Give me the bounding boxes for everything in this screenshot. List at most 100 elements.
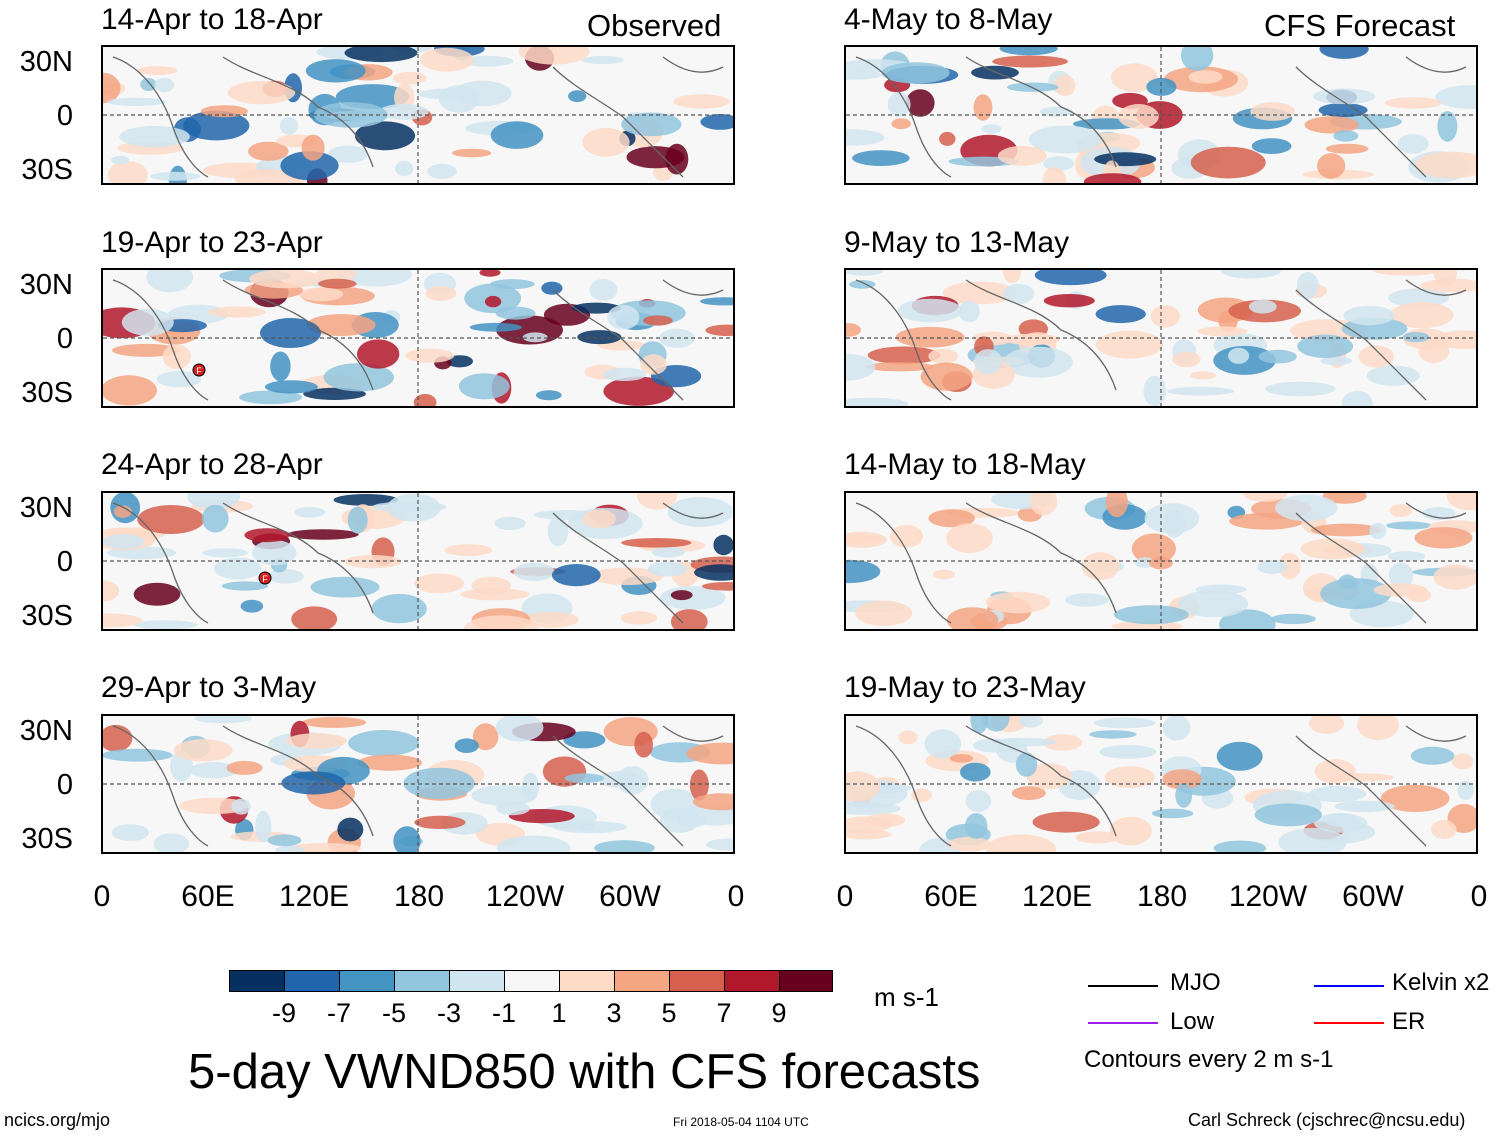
colorbar-tick-label: 1	[551, 998, 567, 1028]
anomaly-blob	[1446, 493, 1476, 511]
anomaly-blob	[194, 716, 252, 724]
anomaly-blob	[846, 397, 909, 406]
anomaly-blob	[496, 835, 571, 852]
anomaly-blob	[564, 773, 604, 783]
anomaly-blob	[458, 373, 510, 400]
anomaly-blob	[673, 94, 730, 109]
anomaly-blob	[301, 134, 325, 161]
anomaly-blob	[1162, 716, 1191, 741]
anomaly-blob	[1251, 138, 1292, 154]
anomaly-blob	[1003, 270, 1022, 284]
anomaly-blob	[846, 535, 883, 544]
anomaly-blob	[306, 314, 376, 336]
anomaly-blob	[692, 793, 733, 811]
anomaly-blob	[1390, 302, 1454, 329]
coastline	[855, 502, 952, 624]
anomaly-blob	[928, 509, 975, 528]
forecast-map-panel-4	[844, 714, 1478, 854]
lon-label-60w: 60W	[599, 880, 661, 913]
anomaly-blob	[535, 390, 562, 401]
anomaly-blob	[965, 813, 988, 839]
anomaly-blob	[974, 349, 1003, 375]
colorbar-cell	[614, 970, 670, 992]
anomaly-blob	[881, 62, 950, 84]
anomaly-blob	[1144, 503, 1200, 534]
anomaly-blob	[347, 506, 368, 534]
anomaly-blob	[1311, 523, 1382, 537]
anomaly-blob	[1297, 334, 1354, 358]
anomaly-blob	[590, 567, 664, 585]
anomaly-blob	[316, 270, 357, 283]
observed-map-panel-1	[101, 45, 735, 185]
observed-anomaly-field-4	[103, 716, 733, 852]
anomaly-blob	[1083, 173, 1142, 183]
lat-label-30n: 30N	[19, 46, 73, 78]
anomaly-blob	[1143, 375, 1167, 406]
anomaly-blob	[1414, 151, 1476, 179]
anomaly-blob	[865, 362, 935, 372]
anomaly-blob	[971, 65, 1019, 80]
colorbar-cell	[229, 970, 285, 992]
legend-low-line	[1088, 1022, 1158, 1024]
anomaly-blob	[103, 375, 157, 406]
anomaly-blob	[992, 55, 1068, 68]
colorbar-tick-label: 3	[606, 998, 622, 1028]
coastline	[112, 279, 209, 401]
coastline	[662, 725, 724, 742]
anomaly-blob	[846, 323, 861, 337]
lon-label-0-end: 0	[727, 880, 745, 913]
anomaly-blob	[518, 47, 590, 65]
lat-label-30s: 30S	[21, 823, 73, 855]
anomaly-blob	[973, 94, 993, 121]
legend-kelvin-label: Kelvin x2	[1392, 969, 1490, 996]
anomaly-blob	[121, 308, 174, 336]
lon-label-120e: 120E	[1021, 880, 1093, 913]
observed-map-panel-4	[101, 714, 735, 854]
anomaly-blob	[1111, 63, 1158, 92]
anomaly-blob	[1151, 808, 1194, 819]
anomaly-blob	[249, 270, 322, 289]
anomaly-blob	[1435, 85, 1476, 109]
legend-er-label: ER	[1392, 1008, 1426, 1035]
colorbar-units: m s-1	[874, 982, 939, 1012]
anomaly-blob	[333, 494, 399, 506]
anomaly-blob	[846, 353, 876, 381]
anomaly-blob	[1177, 590, 1249, 618]
anomaly-blob	[1433, 564, 1476, 590]
anomaly-blob	[103, 580, 120, 602]
anomaly-blob	[898, 298, 963, 323]
anomaly-blob	[1065, 593, 1109, 607]
anomaly-blob	[119, 125, 190, 148]
anomaly-blob	[405, 348, 455, 363]
anomaly-blob	[958, 300, 980, 323]
anomaly-blob	[846, 69, 882, 80]
anomaly-blob	[1250, 102, 1296, 121]
anomaly-blob	[288, 843, 362, 852]
anomaly-blob	[413, 394, 437, 406]
anomaly-blob	[337, 817, 364, 842]
anomaly-blob	[1317, 153, 1346, 179]
anomaly-blob	[928, 348, 959, 364]
anomaly-blob	[563, 731, 606, 749]
anomaly-blob	[1300, 538, 1365, 560]
lon-label-0-end: 0	[1470, 880, 1488, 913]
anomaly-blob	[1003, 333, 1060, 346]
anomaly-blob	[1197, 326, 1248, 337]
anomaly-blob	[647, 561, 687, 577]
coastline	[965, 279, 1117, 391]
coastline	[965, 502, 1117, 614]
anomaly-blob	[521, 611, 579, 628]
lat-label-eq: 0	[56, 546, 73, 578]
anomaly-blob	[705, 324, 733, 336]
lon-label-0: 0	[93, 880, 111, 913]
anomaly-blob	[577, 330, 622, 345]
coastline	[662, 502, 724, 519]
forecast-map-panel-1	[844, 45, 1478, 185]
lat-label-30s: 30S	[21, 600, 73, 632]
anomaly-blob	[582, 127, 630, 157]
anomaly-blob	[479, 270, 501, 277]
anomaly-blob	[146, 270, 194, 293]
anomaly-blob	[713, 534, 733, 556]
anomaly-blob	[1081, 552, 1120, 581]
anomaly-blob	[1314, 813, 1367, 833]
